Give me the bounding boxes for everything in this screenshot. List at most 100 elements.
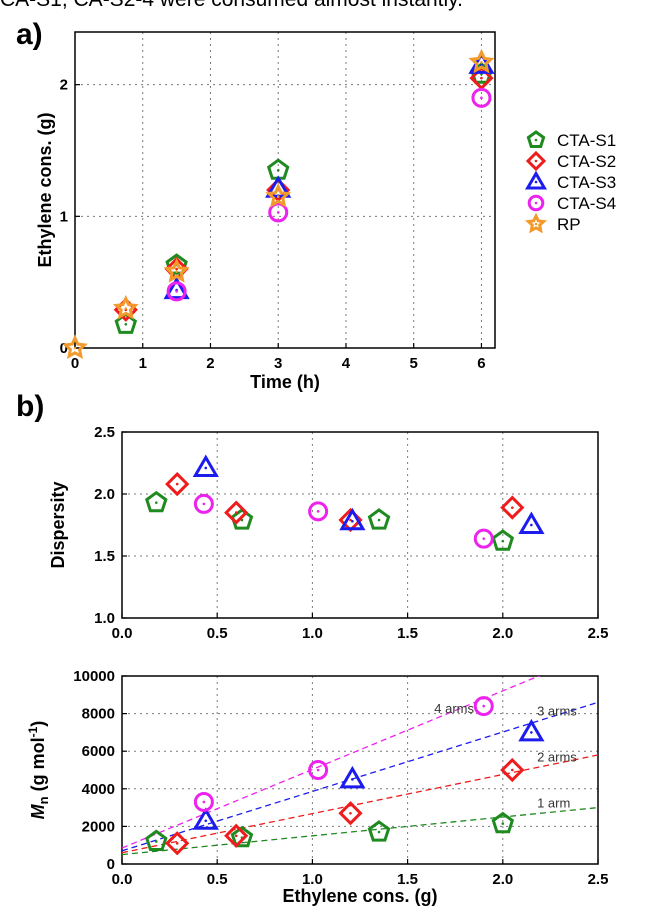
point-cta-s4 xyxy=(308,501,329,522)
y-tick-label: 1.0 xyxy=(94,610,115,627)
point-cta-s1-dot xyxy=(154,501,158,504)
legend-marker-cta-s1 xyxy=(526,130,546,148)
point-cta-s2-dot xyxy=(234,834,238,838)
theory-label-4-arms: 4 arms xyxy=(434,701,474,716)
legend-label-cta-s4: CTA-S4 xyxy=(557,194,616,213)
point-cta-s1 xyxy=(491,529,515,551)
x-axis-label: Time (h) xyxy=(250,372,320,392)
y-tick-label: 2 xyxy=(60,77,68,94)
point-cta-s3-dot xyxy=(204,466,208,470)
y-axis-label: Ethylene cons. (g) xyxy=(35,112,55,267)
legend-label-cta-s2: CTA-S2 xyxy=(557,152,616,171)
x-tick-label: 0.5 xyxy=(207,871,228,888)
point-cta-s1 xyxy=(230,508,254,530)
point-cta-s2 xyxy=(224,823,249,848)
point-cta-s4 xyxy=(193,791,214,812)
point-cta-s3 xyxy=(163,276,190,300)
y-axis-label-n: n xyxy=(36,796,51,804)
point-cta-s2 xyxy=(165,831,190,856)
point-rp xyxy=(62,334,88,359)
point-cta-s1 xyxy=(145,829,168,851)
x-tick-label: 0.0 xyxy=(112,871,133,888)
legend-marker-cta-s2 xyxy=(525,150,547,172)
legend-marker-rp-dot xyxy=(534,222,538,226)
point-cta-s1-dot xyxy=(377,518,381,522)
plot-frame xyxy=(74,31,496,349)
y-axis-label-unit: (g mol xyxy=(28,737,48,796)
y-tick-label: 2.0 xyxy=(94,486,115,503)
y-axis-label-exp: -1 xyxy=(26,726,40,737)
theory-label-1-arm: 1 arm xyxy=(537,796,570,811)
point-cta-s2 xyxy=(165,471,190,497)
point-cta-s3 xyxy=(518,511,545,534)
point-cta-s4-dot xyxy=(316,768,320,772)
point-cta-s3 xyxy=(339,507,366,531)
point-cta-s4-dot xyxy=(202,800,206,804)
x-tick-label: 2.5 xyxy=(588,625,609,642)
point-cta-s1 xyxy=(165,253,188,275)
theory-label-3-arms: 3 arms xyxy=(537,703,577,718)
plot-frame xyxy=(121,675,599,865)
point-cta-s4-dot xyxy=(482,704,486,708)
point-cta-s4 xyxy=(193,493,214,514)
point-cta-s1-dot xyxy=(276,168,280,172)
theory-line-4-arms xyxy=(122,676,541,849)
point-cta-s1-dot xyxy=(377,830,381,834)
point-rp-dot xyxy=(175,270,178,273)
point-cta-s3 xyxy=(339,765,366,789)
point-cta-s2 xyxy=(338,801,363,826)
point-cta-s3-dot xyxy=(530,731,533,734)
point-rp xyxy=(265,183,292,208)
chart-b-dispersity: 0.0 0.5 1.0 1.5 2.0 2.5 1.0 1.5 2.0 2.5 Dispersity xyxy=(48,424,608,642)
x-tick-label: 1.0 xyxy=(302,625,323,642)
point-cta-s3-dot xyxy=(351,519,354,523)
point-cta-s1 xyxy=(367,508,391,530)
point-cta-s2 xyxy=(224,500,249,525)
point-cta-s2-dot xyxy=(511,768,514,772)
theory-line-2-arms xyxy=(122,754,598,854)
y-tick-label: 0 xyxy=(60,340,68,357)
point-cta-s4-dot xyxy=(316,510,320,513)
x-tick-label: 4 xyxy=(342,355,351,372)
point-cta-s1-dot xyxy=(501,822,505,825)
x-tick-label: 2.0 xyxy=(492,871,513,888)
chart-a-ethylene-vs-time: 0 1 2 3 4 5 6 0 1 2 Time (h) Ethylene cons. (g) xyxy=(35,31,496,392)
y-axis-label: Dispersity xyxy=(48,481,68,568)
chart-b-molar-mass: 0.0 0.5 1.0 1.5 2.0 2.5 0 2000 4000 6000 8000 10000… xyxy=(26,668,609,906)
x-tick-label: 0.0 xyxy=(112,625,133,642)
point-cta-s1-dot xyxy=(154,840,158,843)
plot-frame xyxy=(121,431,599,619)
theory-line-3-arms xyxy=(122,701,598,852)
point-cta-s1 xyxy=(230,825,254,848)
point-cta-s2-dot xyxy=(234,511,238,514)
y-tick-label: 6000 xyxy=(82,743,115,760)
panel-label-b: b) xyxy=(16,390,44,423)
point-rp-dot xyxy=(73,346,77,350)
x-tick-label: 2.5 xyxy=(588,871,609,888)
point-cta-s2-dot xyxy=(175,842,179,845)
legend-label-cta-s1: CTA-S1 xyxy=(557,131,616,150)
point-rp xyxy=(112,294,139,320)
theory-label-2-arms: 2 arms xyxy=(537,749,577,764)
caption-text: CA-S1, CA-S2-4 were consumed almost inst… xyxy=(0,0,463,11)
point-cta-s3 xyxy=(192,807,219,830)
x-tick-label: 0.5 xyxy=(207,625,228,642)
y-axis-label-close: ) xyxy=(28,721,48,727)
y-tick-label: 1 xyxy=(60,208,68,225)
point-cta-s2-dot xyxy=(480,76,483,80)
legend-marker-cta-s4 xyxy=(527,194,545,212)
point-rp xyxy=(468,48,495,74)
point-cta-s4 xyxy=(471,87,492,108)
y-tick-label: 4000 xyxy=(82,781,115,798)
x-tick-label: 2 xyxy=(206,355,214,372)
x-tick-label: 6 xyxy=(477,355,485,372)
point-cta-s3-dot xyxy=(351,778,354,781)
legend-marker-rp xyxy=(525,212,547,234)
point-cta-s3-dot xyxy=(204,819,208,823)
point-rp-dot xyxy=(480,60,483,64)
legend-label-cta-s3: CTA-S3 xyxy=(557,173,616,192)
point-cta-s3-dot xyxy=(530,523,533,527)
legend-marker-cta-s4-dot xyxy=(534,201,538,205)
point-cta-s2-dot xyxy=(175,267,178,271)
